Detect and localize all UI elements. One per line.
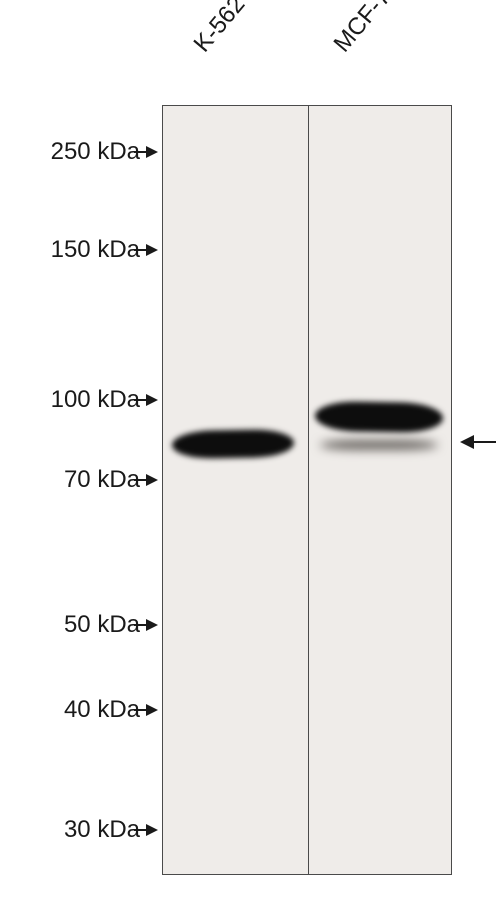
mw-arrow-icon: [134, 702, 160, 718]
mw-arrow-icon: [134, 617, 160, 633]
target-arrow: [460, 432, 500, 457]
lane-label-1: MCF-7: [329, 0, 398, 58]
blot-figure: WWW.PTGLAB.COM K-562 MCF-7 250 kDa150 kD…: [0, 0, 500, 903]
band: [172, 429, 294, 459]
lane-label-0: K-562: [189, 0, 252, 58]
blot-membrane: [162, 105, 452, 875]
mw-label: 150 kDa: [51, 236, 140, 264]
band: [315, 401, 443, 433]
mw-arrow-icon: [134, 242, 160, 258]
mw-label: 30 kDa: [64, 816, 140, 844]
mw-arrow-icon: [134, 822, 160, 838]
band: [320, 440, 438, 450]
lane-divider: [308, 106, 309, 874]
mw-arrow-icon: [134, 392, 160, 408]
mw-arrow-icon: [134, 144, 160, 160]
mw-label: 250 kDa: [51, 138, 140, 166]
mw-label: 100 kDa: [51, 386, 140, 414]
mw-arrow-icon: [134, 472, 160, 488]
mw-label: 70 kDa: [64, 466, 140, 494]
mw-label: 50 kDa: [64, 611, 140, 639]
mw-label: 40 kDa: [64, 696, 140, 724]
